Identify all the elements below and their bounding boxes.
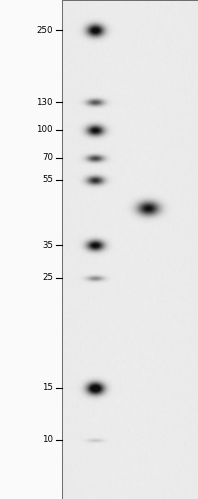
Text: 10: 10: [42, 436, 53, 445]
Text: 70: 70: [42, 154, 53, 163]
Text: 55: 55: [42, 176, 53, 185]
Text: 25: 25: [42, 273, 53, 282]
Text: 100: 100: [36, 126, 53, 135]
Text: 250: 250: [36, 25, 53, 34]
Bar: [62, 0, 198, 499]
Text: 130: 130: [36, 97, 53, 106]
Text: 15: 15: [42, 384, 53, 393]
Text: 35: 35: [42, 241, 53, 250]
